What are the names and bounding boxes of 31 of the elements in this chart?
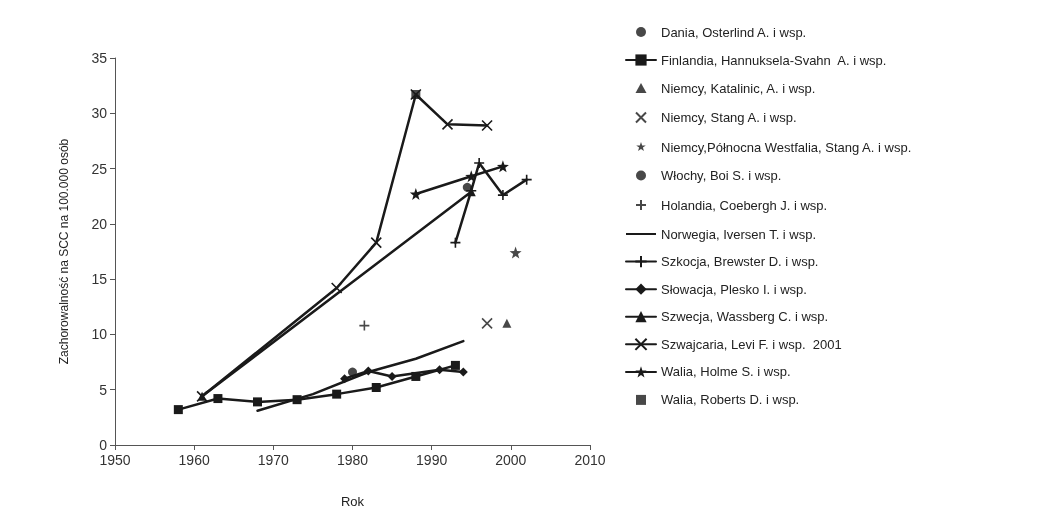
legend-label: Walia, Holme S. i wsp. xyxy=(661,364,791,380)
y-tick-label: 20 xyxy=(91,215,108,232)
legend-label: Walia, Roberts D. i wsp. xyxy=(661,392,800,408)
y-tick-label: 30 xyxy=(91,105,108,122)
legend-label: Szkocja, Brewster D. i wsp. xyxy=(661,254,819,270)
x-tick-label: 1950 xyxy=(99,452,131,468)
y-tick-label: 0 xyxy=(99,437,108,453)
y-tick-label: 5 xyxy=(99,381,108,398)
legend-label: Szwajcaria, Levi F. i wsp. 2001 xyxy=(661,336,842,352)
legend-label: Finlandia, Hannuksela-Svahn A. i wsp. xyxy=(661,52,887,68)
legend-label: Włochy, Boi S. i wsp. xyxy=(661,168,782,183)
legend-label: Norwegia, Iversen T. i wsp. xyxy=(661,226,817,242)
legend-label: Niemcy,Północna Westfalia, Stang A. i wsp. xyxy=(661,139,912,155)
y-tick-label: 25 xyxy=(91,160,108,177)
x-axis-title: Rok xyxy=(340,494,365,509)
x-tick-label: 2010 xyxy=(574,452,606,468)
legend-label: Holandia, Coebergh J. i wsp. xyxy=(661,197,828,213)
x-tick-label: 2000 xyxy=(495,452,527,468)
legend-label: Niemcy, Katalinic, A. i wsp. xyxy=(661,80,816,96)
y-tick-label: 15 xyxy=(91,271,108,288)
x-tick-label: 1990 xyxy=(416,452,448,468)
y-tick-label: 10 xyxy=(91,326,108,343)
x-tick-label: 1980 xyxy=(336,452,369,468)
legend-label: Szwecja, Wassberg C. i wsp. xyxy=(661,309,829,325)
x-tick-label: 1960 xyxy=(178,452,210,468)
legend-label: Niemcy, Stang A. i wsp. xyxy=(661,110,797,125)
y-tick-label: 35 xyxy=(91,50,108,66)
legend-label: Słowacja, Plesko I. i wsp. xyxy=(661,281,807,297)
legend-label: Dania, Osterlind A. i wsp. xyxy=(661,24,807,40)
y-axis-title: Zachorowalność na SCC na 100.000 osób xyxy=(57,138,71,365)
x-tick-label: 1970 xyxy=(257,452,290,468)
